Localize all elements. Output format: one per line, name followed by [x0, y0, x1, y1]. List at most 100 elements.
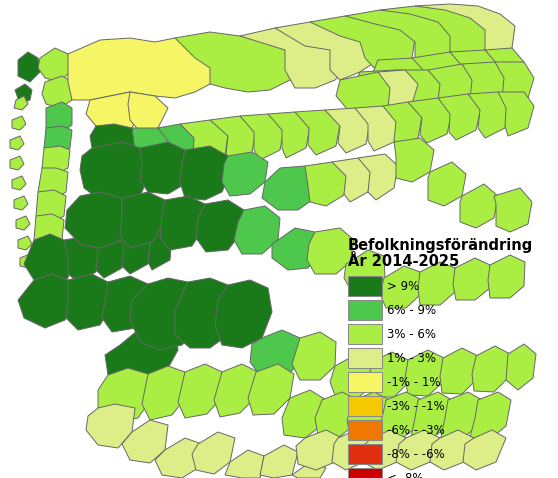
Polygon shape — [192, 432, 235, 474]
Polygon shape — [428, 162, 466, 206]
Polygon shape — [14, 96, 28, 110]
Polygon shape — [405, 350, 444, 396]
Polygon shape — [10, 136, 24, 150]
Polygon shape — [42, 146, 70, 175]
Polygon shape — [10, 156, 24, 170]
Polygon shape — [34, 214, 64, 248]
Polygon shape — [268, 112, 310, 158]
Polygon shape — [18, 52, 40, 82]
Polygon shape — [358, 154, 398, 200]
Polygon shape — [135, 224, 172, 270]
Bar — [348, 276, 382, 296]
Polygon shape — [102, 276, 150, 332]
Bar — [348, 468, 382, 478]
Polygon shape — [18, 274, 75, 328]
Polygon shape — [368, 352, 408, 397]
Polygon shape — [310, 16, 415, 72]
Polygon shape — [430, 430, 474, 470]
Polygon shape — [46, 102, 72, 133]
Polygon shape — [210, 116, 256, 162]
Polygon shape — [262, 166, 318, 210]
Polygon shape — [66, 274, 112, 330]
Polygon shape — [441, 392, 482, 440]
Polygon shape — [12, 116, 26, 130]
Polygon shape — [128, 92, 168, 132]
Polygon shape — [15, 84, 32, 104]
Polygon shape — [88, 232, 126, 278]
Polygon shape — [450, 50, 500, 92]
Polygon shape — [412, 52, 465, 95]
Polygon shape — [178, 364, 222, 418]
Polygon shape — [345, 10, 455, 64]
Text: -6% - -3%: -6% - -3% — [387, 424, 445, 436]
Polygon shape — [315, 392, 358, 438]
Polygon shape — [453, 258, 490, 300]
Polygon shape — [292, 462, 326, 478]
Polygon shape — [383, 102, 422, 148]
Polygon shape — [325, 108, 370, 153]
Polygon shape — [36, 190, 66, 224]
Bar — [348, 300, 382, 320]
Polygon shape — [418, 262, 455, 305]
Polygon shape — [494, 188, 532, 232]
Polygon shape — [408, 98, 452, 143]
Polygon shape — [90, 124, 145, 168]
Polygon shape — [250, 330, 300, 378]
Polygon shape — [112, 228, 150, 274]
Polygon shape — [240, 28, 350, 88]
Polygon shape — [380, 392, 422, 440]
Polygon shape — [463, 430, 506, 470]
Polygon shape — [158, 124, 195, 168]
Polygon shape — [12, 176, 26, 190]
Polygon shape — [14, 196, 28, 210]
Bar — [348, 396, 382, 416]
Polygon shape — [122, 420, 168, 463]
Polygon shape — [332, 430, 372, 470]
Text: 6% - 9%: 6% - 9% — [387, 304, 436, 316]
Polygon shape — [105, 308, 178, 385]
Polygon shape — [498, 92, 534, 136]
Text: -8% - -6%: -8% - -6% — [387, 447, 445, 460]
Polygon shape — [396, 430, 440, 470]
Polygon shape — [222, 152, 268, 196]
Polygon shape — [395, 70, 442, 112]
Bar — [348, 372, 382, 392]
Text: > 9%: > 9% — [387, 280, 419, 293]
Polygon shape — [225, 450, 264, 478]
Polygon shape — [362, 430, 406, 470]
Polygon shape — [18, 236, 32, 250]
Polygon shape — [248, 364, 294, 415]
Polygon shape — [68, 38, 218, 100]
Polygon shape — [234, 206, 280, 254]
Text: < -8%: < -8% — [387, 471, 424, 478]
Polygon shape — [98, 368, 152, 422]
Polygon shape — [347, 392, 390, 440]
Polygon shape — [352, 70, 410, 112]
Polygon shape — [378, 70, 418, 114]
Polygon shape — [214, 364, 258, 417]
Polygon shape — [472, 346, 510, 392]
Polygon shape — [440, 348, 478, 394]
Text: 3% - 6%: 3% - 6% — [387, 327, 436, 340]
Polygon shape — [462, 62, 508, 105]
Polygon shape — [295, 110, 340, 155]
Polygon shape — [506, 344, 536, 390]
Text: 1% - 3%: 1% - 3% — [387, 351, 436, 365]
Polygon shape — [282, 390, 326, 438]
Text: År 2014-2025: År 2014-2025 — [348, 254, 459, 269]
Polygon shape — [305, 162, 348, 206]
Polygon shape — [215, 280, 272, 348]
Polygon shape — [130, 278, 200, 350]
Polygon shape — [355, 106, 398, 151]
Polygon shape — [86, 404, 135, 448]
Polygon shape — [470, 392, 511, 440]
Polygon shape — [272, 228, 320, 270]
Polygon shape — [16, 216, 30, 230]
Polygon shape — [468, 92, 510, 138]
Bar — [348, 444, 382, 464]
Polygon shape — [65, 192, 130, 248]
Polygon shape — [142, 366, 186, 420]
Text: -1% - 1%: -1% - 1% — [387, 376, 440, 389]
Polygon shape — [38, 48, 70, 82]
Polygon shape — [260, 445, 298, 478]
